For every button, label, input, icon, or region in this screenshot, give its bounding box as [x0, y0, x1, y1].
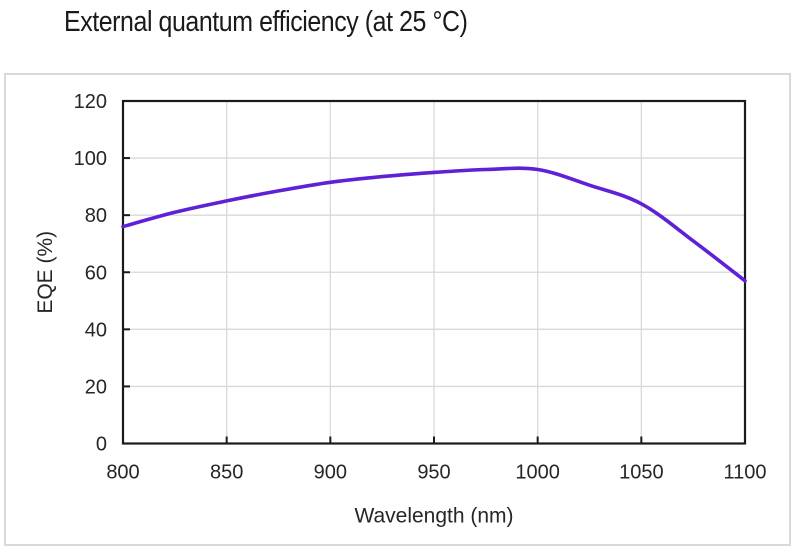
x-tick-label-950: 950: [417, 462, 450, 484]
chart-title: External quantum efficiency (at 25 °C): [64, 6, 468, 38]
y-tick-label-120: 120: [74, 91, 107, 113]
plot-border: [121, 99, 747, 445]
y-tick-label-40: 40: [85, 319, 107, 341]
y-tick-label-0: 0: [96, 434, 107, 456]
y-tick-label-80: 80: [85, 205, 107, 227]
x-tick-label-900: 900: [314, 462, 347, 484]
eqe-curve: [121, 166, 747, 283]
chart-panel: 800 850 900 950 1000 1050 1100 0 20 40 60 80 100 120 W…: [4, 73, 791, 546]
x-tick-label-1100: 1100: [723, 462, 766, 484]
x-tick-label-850: 850: [210, 462, 243, 484]
y-axis-title: EQE (%): [34, 231, 57, 314]
y-tick-label-20: 20: [85, 376, 107, 398]
x-tick-label-1050: 1050: [619, 462, 664, 484]
x-tick-label-1000: 1000: [515, 462, 560, 484]
eqe-line-chart: 800 850 900 950 1000 1050 1100 0 20 40 60 80 100 120 W…: [34, 91, 767, 528]
x-tick-label-800: 800: [106, 462, 139, 484]
y-tick-label-60: 60: [85, 262, 107, 284]
x-axis-title: Wavelength (nm): [354, 505, 513, 528]
y-tick-label-100: 100: [74, 148, 107, 170]
